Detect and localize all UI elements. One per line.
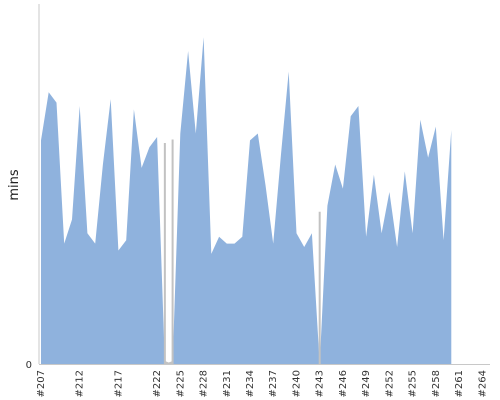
- x-tick-label: #246: [338, 370, 349, 397]
- x-tick-label: #217: [113, 370, 124, 397]
- x-tick-label: #252: [384, 370, 395, 397]
- x-tick-label: #249: [361, 370, 372, 397]
- y-tick-labels: 0: [26, 360, 32, 371]
- x-tick-label: #231: [222, 370, 233, 397]
- x-tick-label: #240: [291, 370, 302, 397]
- plot-area: [41, 37, 452, 364]
- area-series: [41, 37, 452, 364]
- y-axis-label: mins: [7, 169, 22, 201]
- x-tick-label: #207: [36, 370, 47, 397]
- x-tick-label: #222: [152, 370, 163, 397]
- x-tick-label: #243: [315, 370, 326, 397]
- x-tick-label: #234: [245, 370, 256, 397]
- y-tick-label: 0: [26, 360, 32, 371]
- x-tick-labels: #207 #212 #217 #222 #225 #228 #231 #234 #237 #240…: [36, 370, 488, 397]
- x-tick-label: #228: [199, 370, 210, 397]
- x-tick-label: #255: [408, 370, 419, 397]
- x-tick-label: #225: [175, 370, 186, 397]
- x-tick-label: #212: [75, 370, 86, 397]
- x-tick-label: #258: [431, 370, 442, 397]
- x-tick-label: #237: [268, 370, 279, 397]
- x-tick-label: #264: [477, 370, 488, 397]
- x-tick-label: #261: [454, 370, 465, 397]
